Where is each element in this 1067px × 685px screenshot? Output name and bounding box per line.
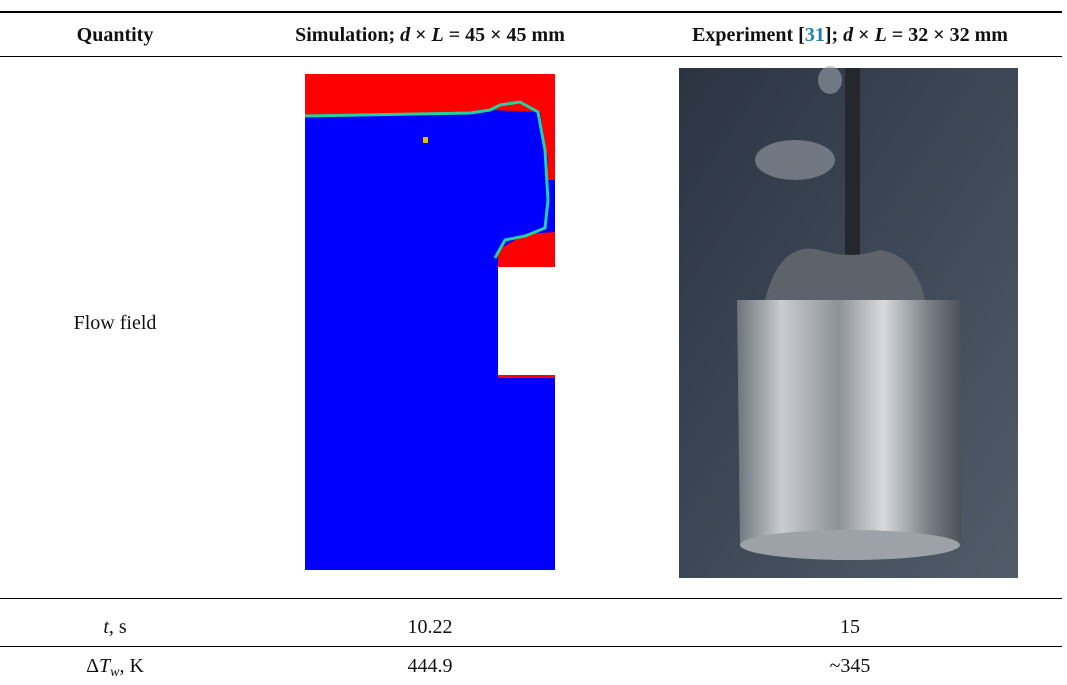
- row-rule: [0, 598, 1062, 599]
- unit: , K: [119, 655, 143, 677]
- symbol: T: [99, 655, 110, 677]
- value: 15: [840, 616, 860, 638]
- experiment-photo: [679, 66, 1018, 578]
- value: 444.9: [408, 655, 453, 677]
- sim-solid: [498, 267, 555, 376]
- symbol: Δ: [86, 655, 99, 677]
- photo-drop: [818, 66, 842, 94]
- row-rule: [0, 646, 1062, 647]
- row-label: t, s: [20, 615, 210, 639]
- sim-bubble: [423, 137, 428, 143]
- cell-value: 15: [640, 615, 1060, 639]
- simulation-image: [305, 74, 555, 570]
- value: ~345: [830, 655, 871, 677]
- value: 10.22: [408, 616, 453, 638]
- unit: , s: [109, 616, 127, 638]
- cell-value: 10.22: [240, 615, 620, 639]
- photo-blob: [755, 140, 835, 180]
- photo-cylinder: [737, 300, 962, 556]
- table-page: Quantity Simulation; d × L = 45 × 45 mm …: [0, 0, 1067, 675]
- cell-value: 444.9: [240, 654, 620, 678]
- cell-value: ~345: [640, 654, 1060, 678]
- sim-bottom-line: [498, 375, 555, 378]
- photo-base: [740, 530, 960, 560]
- row-label: ΔTw, K: [20, 654, 210, 685]
- figures: [0, 0, 1067, 675]
